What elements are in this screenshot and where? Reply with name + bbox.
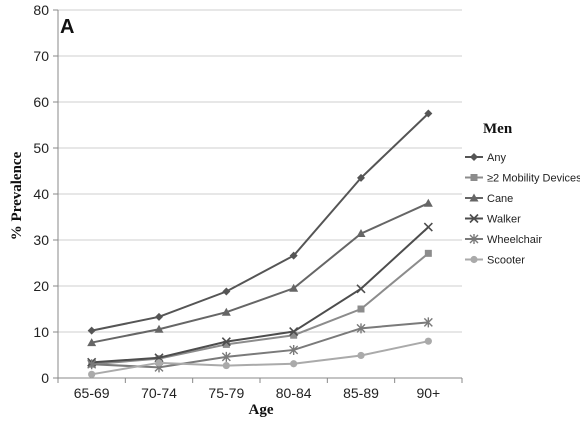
legend-item: Cane (465, 193, 513, 205)
series-any (87, 109, 433, 335)
y-tick-label: 0 (41, 370, 49, 386)
data-point (423, 222, 433, 232)
legend-item: ≥2 Mobility Devices (465, 173, 580, 185)
series-line (91, 252, 429, 366)
data-point (356, 229, 366, 238)
data-point (290, 331, 298, 339)
data-point (289, 344, 299, 355)
data-point (222, 287, 231, 296)
data-point (289, 251, 298, 260)
data-point (88, 370, 96, 378)
data-point (289, 326, 299, 337)
y-tick-label: 50 (33, 140, 49, 156)
legend-label: Any (487, 152, 506, 164)
legend-title: Men (483, 121, 513, 137)
series-group (87, 109, 433, 378)
data-point (221, 337, 231, 347)
x-tick-label: 85-89 (343, 385, 379, 401)
y-tick-label: 40 (33, 186, 49, 202)
data-point (221, 307, 231, 316)
y-tick-label: 80 (33, 2, 49, 18)
data-point (222, 361, 230, 370)
x-tick-label: 70-74 (141, 385, 177, 401)
series-scooter (88, 337, 432, 378)
y-tick-labels: 0 10 20 30 40 50 60 70 80 (33, 2, 49, 386)
data-point (357, 173, 365, 182)
legend-marker (470, 255, 478, 264)
legend-label: Wheelchair (487, 234, 542, 246)
y-tick-label: 20 (33, 278, 49, 294)
legend-marker (470, 174, 478, 181)
legend-marker (469, 193, 479, 202)
data-point (356, 323, 366, 334)
legend-marker (470, 153, 478, 161)
data-point (424, 249, 432, 257)
data-point (290, 360, 298, 368)
series-cane (87, 198, 433, 347)
data-point (423, 317, 433, 328)
x-tick-label: 65-69 (74, 385, 110, 401)
data-point (155, 359, 163, 367)
series-walker (87, 222, 433, 367)
legend: Men Any ≥2 Mobility Devices Cane Walker Whee… (465, 121, 580, 267)
data-point (87, 359, 97, 370)
x-tick-label: 75-79 (208, 385, 244, 401)
y-tick-label: 10 (33, 324, 49, 340)
x-axis-title: Age (249, 402, 274, 418)
data-point (155, 312, 163, 321)
series-2-mobility-devices (88, 249, 432, 368)
series-line (91, 340, 429, 376)
panel-label: A (60, 16, 74, 38)
data-point (423, 198, 433, 207)
series-line (91, 202, 429, 344)
data-point (221, 351, 231, 362)
grid-lines (58, 9, 462, 333)
legend-label: Cane (487, 193, 513, 205)
legend-label: ≥2 Mobility Devices (487, 173, 580, 185)
legend-marker (469, 213, 479, 224)
data-point (424, 337, 432, 345)
data-point (87, 338, 97, 347)
data-point (154, 324, 164, 333)
legend-item: Wheelchair (465, 234, 542, 246)
series-line (91, 112, 430, 332)
y-tick-label: 60 (33, 94, 49, 110)
legend-item: Scooter (465, 255, 525, 267)
x-tick-label: 80-84 (276, 385, 312, 401)
legend-label: Walker (487, 214, 521, 226)
legend-label: Scooter (487, 255, 525, 267)
series-line (91, 226, 430, 364)
data-point (87, 326, 96, 335)
data-point (356, 284, 366, 294)
data-point (357, 351, 365, 360)
y-axis-title: % Prevalence (9, 151, 25, 240)
data-point (289, 283, 299, 292)
legend-item: Any (465, 152, 506, 164)
axes (53, 9, 463, 383)
x-tick-label: 90+ (416, 385, 440, 401)
data-point (424, 109, 433, 118)
series-wheelchair (87, 317, 433, 373)
data-point (222, 340, 230, 348)
legend-item: Walker (465, 214, 521, 226)
y-tick-label: 30 (33, 232, 49, 248)
data-point (357, 305, 365, 313)
y-tick-label: 70 (33, 48, 49, 64)
series-line (91, 321, 429, 369)
legend-marker (469, 234, 479, 244)
x-tick-labels: 65-69 70-74 75-79 80-84 85-89 90+ (74, 385, 440, 401)
